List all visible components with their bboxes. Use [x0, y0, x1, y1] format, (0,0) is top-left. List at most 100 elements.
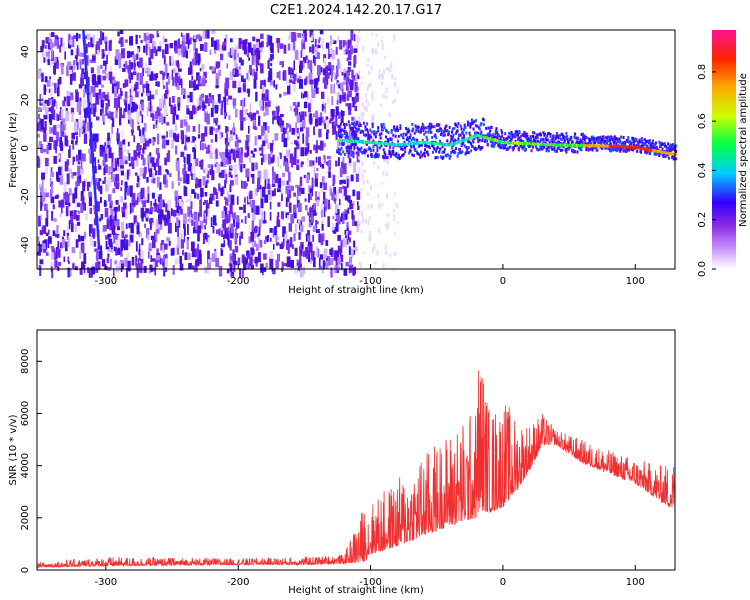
heatmap-noise-cell — [150, 179, 154, 183]
heatmap-signal-cell — [554, 149, 557, 153]
heatmap-noise-cell — [255, 205, 260, 215]
heatmap-noise-cell — [155, 89, 158, 95]
heatmap-signal-cell — [592, 138, 595, 142]
heatmap-noise-cell — [311, 212, 315, 223]
heatmap-noise-cell — [324, 75, 328, 82]
heatmap-signal-cell — [358, 124, 361, 128]
heatmap-noise-cell — [322, 68, 326, 76]
heatmap-noise-cell — [104, 146, 108, 154]
heatmap-signal-cell — [637, 142, 640, 146]
heatmap-signal-cell — [474, 124, 477, 128]
heatmap-noise-cell — [146, 189, 148, 200]
heatmap-noise-cell — [115, 49, 120, 60]
heatmap-signal-cell — [523, 144, 526, 148]
heatmap-noise-cell — [326, 128, 329, 133]
heatmap-noise-cell — [152, 139, 155, 146]
heatmap-signal-cell — [470, 123, 473, 127]
heatmap-noise-cell — [382, 171, 385, 176]
heatmap-noise-cell — [193, 211, 198, 221]
heatmap-noise-cell — [326, 170, 329, 174]
heatmap-noise-cell — [128, 114, 131, 120]
heatmap-signal-cell — [450, 150, 453, 154]
heatmap-noise-cell — [301, 216, 306, 222]
heatmap-noise-cell — [150, 56, 154, 62]
heatmap-signal-cell — [590, 146, 593, 150]
heatmap-noise-cell — [159, 220, 163, 230]
heatmap-noise-cell — [303, 30, 307, 34]
heatmap-signal-cell — [658, 154, 661, 158]
heatmap-noise-cell — [157, 46, 162, 52]
heatmap-noise-cell — [253, 115, 256, 121]
heatmap-noise-cell — [317, 75, 320, 82]
heatmap-noise-cell — [347, 103, 352, 111]
heatmap-noise-cell — [247, 213, 250, 218]
heatmap-noise-cell — [320, 209, 323, 218]
heatmap-noise-cell — [149, 100, 152, 112]
heatmap-noise-cell — [325, 42, 330, 49]
heatmap-noise-cell — [143, 197, 147, 202]
heatmap-signal-cell — [467, 146, 470, 149]
heatmap-signal-cell — [456, 125, 459, 129]
heatmap-noise-cell — [250, 150, 254, 154]
heatmap-signal-cell — [346, 149, 349, 153]
heatmap-noise-cell — [198, 101, 201, 107]
heatmap-noise-cell — [139, 192, 142, 197]
heatmap-noise-cell — [147, 108, 151, 112]
heatmap-signal-cell — [438, 123, 441, 127]
heatmap-noise-cell — [319, 182, 323, 189]
heatmap-noise-cell — [182, 249, 184, 256]
heatmap-noise-cell — [235, 134, 238, 140]
heatmap-noise-cell — [253, 205, 256, 213]
heatmap-noise-cell — [225, 34, 228, 39]
heatmap-noise-cell — [308, 72, 313, 84]
heatmap-noise-cell — [210, 217, 213, 227]
heatmap-signal-cell — [440, 131, 443, 135]
heatmap-noise-cell — [281, 193, 283, 201]
heatmap-noise-cell — [163, 267, 166, 277]
heatmap-noise-cell — [291, 41, 294, 51]
heatmap-noise-cell — [214, 109, 218, 114]
heatmap-noise-cell — [41, 199, 44, 207]
heatmap-noise-cell — [184, 128, 188, 139]
heatmap-noise-cell — [86, 267, 89, 273]
heatmap-noise-cell — [333, 250, 338, 261]
heatmap-signal-cell — [452, 133, 455, 137]
heatmap-noise-cell — [49, 120, 52, 126]
heatmap-noise-cell — [45, 51, 49, 57]
heatmap-noise-cell — [108, 110, 111, 116]
heatmap-signal-cell — [549, 135, 552, 139]
heatmap-signal-cell — [374, 152, 377, 156]
heatmap-noise-cell — [72, 193, 75, 204]
heatmap-noise-cell — [392, 100, 395, 104]
heatmap-signal-cell — [432, 144, 434, 148]
heatmap-noise-cell — [149, 49, 154, 59]
heatmap-noise-cell — [370, 203, 373, 209]
heatmap-noise-cell — [292, 204, 297, 214]
heatmap-noise-cell — [48, 236, 52, 244]
heatmap-signal-cell — [596, 148, 599, 152]
heatmap-noise-cell — [105, 103, 109, 110]
heatmap-noise-cell — [358, 261, 361, 265]
heatmap-noise-cell — [162, 245, 165, 253]
heatmap-noise-cell — [308, 60, 313, 70]
heatmap-noise-cell — [228, 115, 231, 120]
heatmap-noise-cell — [234, 245, 239, 253]
heatmap-noise-cell — [52, 204, 55, 210]
heatmap-noise-cell — [260, 263, 264, 273]
heatmap-signal-cell — [394, 134, 397, 138]
heatmap-noise-cell — [225, 126, 228, 133]
heatmap-noise-cell — [93, 166, 97, 174]
heatmap-noise-cell — [346, 178, 349, 188]
heatmap-noise-cell — [323, 80, 328, 89]
heatmap-noise-cell — [203, 71, 207, 79]
heatmap-noise-cell — [212, 225, 215, 234]
heatmap-noise-cell — [156, 176, 160, 188]
heatmap-signal-cell — [624, 140, 627, 144]
heatmap-noise-cell — [330, 39, 334, 43]
heatmap-noise-cell — [152, 267, 155, 272]
heatmap-noise-cell — [240, 75, 244, 82]
heatmap-noise-cell — [64, 51, 66, 60]
heatmap-noise-cell — [239, 109, 244, 121]
heatmap-noise-cell — [82, 99, 87, 109]
heatmap-noise-cell — [109, 79, 113, 84]
